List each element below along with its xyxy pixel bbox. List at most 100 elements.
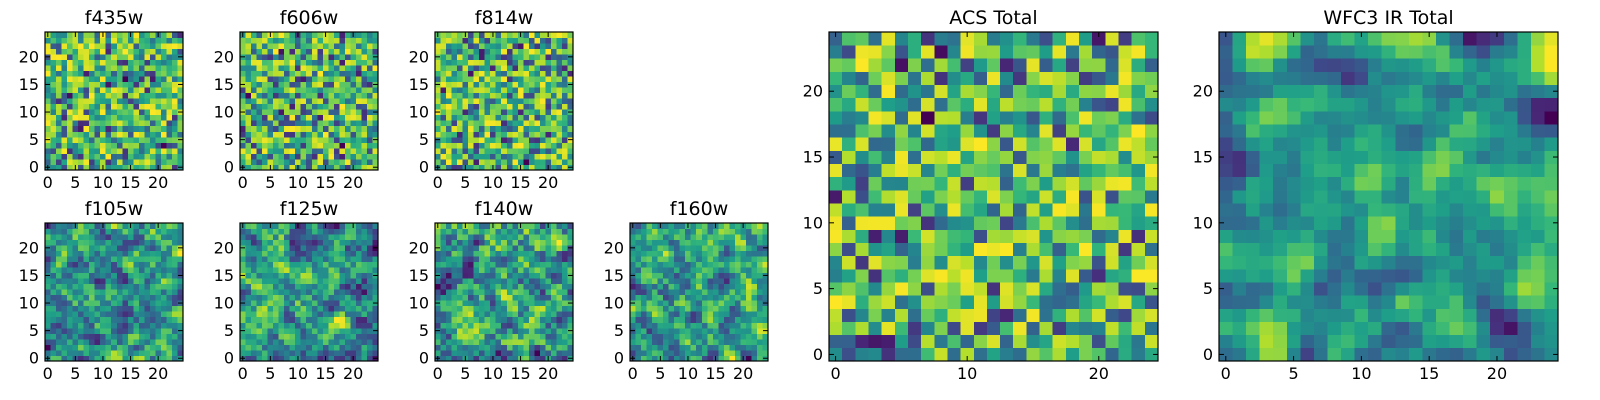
heatmap-cell — [440, 103, 447, 110]
heatmap-cell — [177, 153, 184, 160]
heatmap-cell — [462, 76, 469, 83]
x-tick-label: 20 — [343, 364, 363, 383]
heatmap-cell — [350, 234, 357, 240]
heatmap-cell — [333, 300, 340, 307]
heatmap-cell — [171, 305, 178, 312]
heatmap-cell — [701, 294, 708, 301]
heatmap-cell — [685, 278, 692, 285]
heatmap-cell — [138, 114, 145, 121]
heatmap-cell — [495, 283, 502, 290]
heatmap-cell — [355, 305, 362, 312]
heatmap-cell — [89, 300, 96, 307]
heatmap-cell — [366, 43, 373, 49]
heatmap-cell — [67, 316, 73, 323]
heatmap-cell — [756, 333, 763, 340]
heatmap-cell — [539, 223, 546, 229]
heatmap-cell — [663, 267, 670, 274]
heatmap-cell — [734, 305, 741, 312]
heatmap-cell — [116, 272, 123, 279]
heatmap-cell — [501, 300, 508, 307]
heatmap-cell — [67, 278, 73, 285]
heatmap-cell — [72, 256, 79, 263]
heatmap-cell — [361, 272, 368, 279]
heatmap-cell — [1105, 189, 1119, 204]
heatmap-cell — [1131, 229, 1146, 243]
heatmap-cell — [105, 37, 112, 44]
heatmap-cell — [144, 158, 151, 165]
heatmap-cell — [762, 322, 769, 329]
heatmap-cell — [116, 109, 123, 116]
heatmap-cell — [256, 267, 263, 274]
heatmap-cell — [160, 120, 167, 127]
heatmap-cell — [94, 87, 101, 94]
heatmap-cell — [734, 355, 741, 362]
heatmap-cell — [127, 272, 134, 279]
heatmap-cell — [446, 164, 452, 171]
heatmap-cell — [1105, 268, 1119, 283]
heatmap-cell — [842, 268, 856, 283]
heatmap-cell — [506, 355, 513, 362]
heatmap-cell — [462, 70, 469, 77]
heatmap-cell — [240, 349, 246, 356]
heatmap-cell — [251, 239, 257, 246]
heatmap-cell — [61, 322, 68, 329]
heatmap-cell — [435, 228, 441, 235]
heatmap-cell — [556, 114, 563, 121]
heatmap-cell — [1013, 189, 1027, 204]
heatmap-cell — [506, 250, 513, 257]
heatmap-cell — [690, 223, 697, 229]
heatmap-cell — [440, 87, 447, 94]
heatmap-cell — [105, 103, 112, 110]
heatmap-cell — [435, 294, 441, 301]
heatmap-cell — [457, 311, 463, 318]
heatmap-cell — [311, 316, 318, 323]
heatmap-cell — [366, 245, 373, 251]
heatmap-cell — [339, 98, 346, 105]
heatmap-cell — [94, 344, 101, 351]
heatmap-cell — [1000, 295, 1014, 309]
heatmap-cell — [138, 142, 145, 149]
heatmap-cell — [171, 250, 178, 257]
heatmap-cell — [501, 228, 508, 235]
heatmap-cell — [545, 261, 552, 268]
heatmap-cell — [295, 103, 302, 110]
heatmap-cell — [550, 92, 557, 99]
heatmap-cell — [567, 125, 574, 132]
heatmap-cell — [468, 59, 475, 66]
heatmap-cell — [289, 311, 296, 318]
heatmap-cell — [171, 228, 178, 235]
heatmap-cell — [517, 267, 524, 274]
heatmap-cell — [127, 147, 134, 154]
heatmap-cell — [262, 278, 268, 285]
heatmap-cell — [457, 256, 463, 263]
heatmap-cell — [61, 103, 68, 110]
y-tick-label: 10 — [214, 103, 234, 122]
heatmap-cell — [155, 228, 162, 235]
heatmap-cell — [690, 349, 697, 356]
heatmap-cell — [556, 103, 563, 110]
heatmap-cell — [829, 150, 843, 164]
heatmap-cell — [166, 153, 173, 160]
heatmap-cell — [1052, 295, 1067, 309]
heatmap-cell — [712, 245, 719, 251]
heatmap-cell — [105, 131, 112, 138]
heatmap-cell — [155, 120, 162, 127]
heatmap-cell — [495, 333, 502, 340]
heatmap-cell — [122, 294, 129, 301]
heatmap-cell — [652, 305, 658, 312]
heatmap-cell — [451, 48, 458, 55]
y-tick-label: 15 — [214, 266, 234, 285]
heatmap-cell — [881, 242, 896, 257]
heatmap-cell — [679, 250, 686, 257]
heatmap-cell — [278, 322, 285, 329]
heatmap-cell — [273, 338, 280, 345]
heatmap-cell — [550, 131, 557, 138]
heatmap-cell — [262, 136, 268, 143]
heatmap-cell — [273, 153, 280, 160]
heatmap-cell — [45, 256, 51, 263]
heatmap-cell — [1079, 163, 1093, 178]
heatmap-cell — [344, 43, 351, 49]
heatmap-cell — [718, 250, 725, 257]
heatmap-cell — [133, 153, 140, 160]
heatmap-cell — [56, 355, 62, 362]
